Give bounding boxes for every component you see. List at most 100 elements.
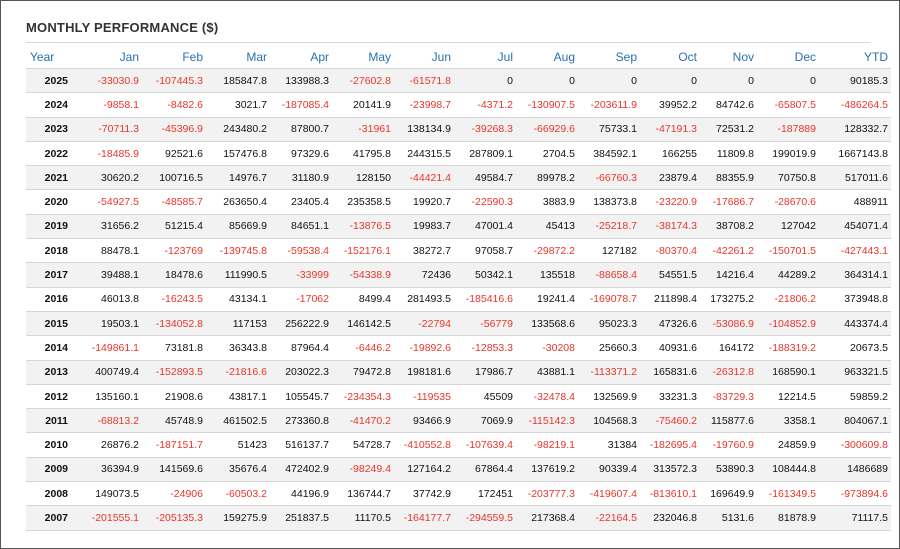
month-cell: 14976.7: [206, 165, 270, 191]
month-cell: -150701.5: [757, 238, 819, 264]
month-cell: -187889: [757, 117, 819, 142]
month-cell: -4371.2: [454, 92, 516, 118]
table-row: 2024 -9858.1 -8482.6 3021.7 -187085.4 20141.9…: [26, 92, 891, 118]
month-cell: -41470.2: [332, 408, 394, 434]
month-cell: -19760.9: [700, 432, 757, 458]
month-cell: 25660.3: [578, 335, 640, 361]
column-header-aug: Aug: [516, 46, 578, 69]
month-cell: -9858.1: [78, 92, 142, 118]
month-cell: 3021.7: [206, 92, 270, 118]
ytd-cell: -486264.5: [819, 92, 891, 118]
column-header-nov: Nov: [700, 46, 757, 69]
table-row: 2018 88478.1 -123769 -139745.8 -59538.4 -1521…: [26, 238, 891, 264]
year-cell: 2021: [26, 165, 78, 191]
month-cell: 243480.2: [206, 117, 270, 142]
month-cell: 21908.6: [142, 384, 206, 410]
month-cell: 11170.5: [332, 505, 394, 531]
month-cell: 117153: [206, 311, 270, 337]
month-cell: -187151.7: [142, 432, 206, 458]
month-cell: 169649.9: [700, 481, 757, 507]
month-cell: 105545.7: [270, 384, 332, 410]
month-cell: -201555.1: [78, 505, 142, 531]
month-cell: 97058.7: [454, 238, 516, 264]
month-cell: 244315.5: [394, 141, 454, 167]
month-cell: 39952.2: [640, 92, 700, 118]
month-cell: 8499.4: [332, 287, 394, 312]
month-cell: -23220.9: [640, 189, 700, 215]
month-cell: -419607.4: [578, 481, 640, 507]
month-cell: 198181.6: [394, 360, 454, 385]
title-divider: [26, 42, 871, 43]
month-cell: -66929.6: [516, 117, 578, 142]
month-cell: -22164.5: [578, 505, 640, 531]
month-cell: 203022.3: [270, 360, 332, 385]
month-cell: 256222.9: [270, 311, 332, 337]
ytd-cell: 71117.5: [819, 505, 891, 531]
month-cell: 168590.1: [757, 360, 819, 385]
month-cell: 0: [578, 68, 640, 94]
month-cell: 41795.8: [332, 141, 394, 167]
month-cell: 90339.4: [578, 457, 640, 483]
column-header-mar: Mar: [206, 46, 270, 69]
month-cell: 157476.8: [206, 141, 270, 167]
year-cell: 2010: [26, 432, 78, 458]
month-cell: 70750.8: [757, 165, 819, 191]
month-cell: 185847.8: [206, 68, 270, 94]
month-cell: -149861.1: [78, 335, 142, 361]
month-cell: 84651.1: [270, 214, 332, 240]
month-cell: 67864.4: [454, 457, 516, 483]
month-cell: -56779: [454, 311, 516, 337]
year-cell: 2017: [26, 262, 78, 288]
column-header-jul: Jul: [454, 46, 516, 69]
month-cell: 85669.9: [206, 214, 270, 240]
year-cell: 2008: [26, 481, 78, 507]
month-cell: 51215.4: [142, 214, 206, 240]
year-cell: 2015: [26, 311, 78, 337]
month-cell: 235358.5: [332, 189, 394, 215]
month-cell: -31961: [332, 117, 394, 142]
month-cell: 79472.8: [332, 360, 394, 385]
table-row: 2017 39488.1 18478.6 111990.5 -33999 -54338.9…: [26, 262, 891, 288]
table-row: 2025 -33030.9 -107445.3 185847.8 133988.3 -27…: [26, 68, 891, 94]
month-cell: 54728.7: [332, 432, 394, 458]
month-cell: 104568.3: [578, 408, 640, 434]
month-cell: 146142.5: [332, 311, 394, 337]
month-cell: -17062: [270, 287, 332, 312]
ytd-cell: -300609.8: [819, 432, 891, 458]
month-cell: 33231.3: [640, 384, 700, 410]
month-cell: -164177.7: [394, 505, 454, 531]
month-cell: 313572.3: [640, 457, 700, 483]
month-cell: 19920.7: [394, 189, 454, 215]
ytd-cell: 963321.5: [819, 360, 891, 385]
month-cell: -119535: [394, 384, 454, 410]
month-cell: 89978.2: [516, 165, 578, 191]
table-row: 2010 26876.2 -187151.7 51423 516137.7 54728.7…: [26, 432, 891, 458]
month-cell: -32478.4: [516, 384, 578, 410]
month-cell: 108444.8: [757, 457, 819, 483]
month-cell: 47001.4: [454, 214, 516, 240]
ytd-cell: 90185.3: [819, 68, 891, 94]
month-cell: 38708.2: [700, 214, 757, 240]
month-cell: 95023.3: [578, 311, 640, 337]
table-row: 2015 19503.1 -134052.8 117153 256222.9 146142…: [26, 311, 891, 337]
table-row: 2021 30620.2 100716.5 14976.7 31180.9 128150-…: [26, 165, 891, 191]
table-row: 2014 -149861.1 73181.8 36343.8 87964.4 -6446.…: [26, 335, 891, 361]
month-cell: 51423: [206, 432, 270, 458]
month-cell: 36343.8: [206, 335, 270, 361]
month-cell: 0: [640, 68, 700, 94]
month-cell: 127182: [578, 238, 640, 264]
month-cell: -113371.2: [578, 360, 640, 385]
month-cell: 23879.4: [640, 165, 700, 191]
month-cell: -88658.4: [578, 262, 640, 288]
month-cell: -23998.7: [394, 92, 454, 118]
month-cell: 141569.6: [142, 457, 206, 483]
ytd-cell: 20673.5: [819, 335, 891, 361]
month-cell: 127164.2: [394, 457, 454, 483]
month-cell: -294559.5: [454, 505, 516, 531]
column-header-feb: Feb: [142, 46, 206, 69]
month-cell: -39268.3: [454, 117, 516, 142]
month-cell: 87800.7: [270, 117, 332, 142]
ytd-cell: 1486689: [819, 457, 891, 483]
month-cell: 24859.9: [757, 432, 819, 458]
